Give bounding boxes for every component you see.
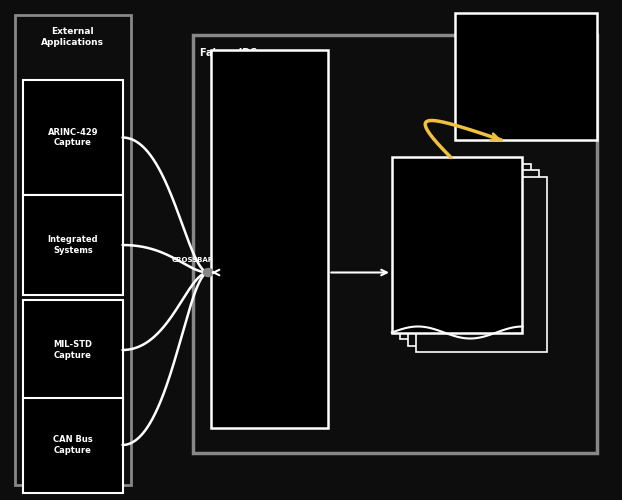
- Text: ARINC-429
Capture: ARINC-429 Capture: [47, 128, 98, 147]
- Text: Integrated
Systems: Integrated Systems: [47, 236, 98, 255]
- Text: Falcon IDS: Falcon IDS: [200, 48, 258, 58]
- Text: CAN Bus
Capture: CAN Bus Capture: [53, 436, 93, 454]
- Text: MIL-STD
Capture: MIL-STD Capture: [53, 340, 92, 359]
- Text: External
Applications: External Applications: [41, 28, 104, 47]
- Bar: [23, 195, 123, 295]
- Bar: [23, 300, 123, 400]
- Bar: [23, 398, 123, 492]
- Bar: [408, 170, 539, 346]
- Text: Data
Filters: Data Filters: [252, 228, 288, 250]
- Bar: [23, 80, 123, 195]
- Bar: [400, 164, 531, 339]
- Bar: [15, 15, 131, 485]
- Text: CROSSBAR: CROSSBAR: [172, 256, 214, 262]
- Bar: [392, 158, 522, 332]
- Bar: [211, 50, 328, 428]
- Circle shape: [203, 268, 213, 276]
- Text: Algorithms: Algorithms: [427, 240, 488, 250]
- Bar: [416, 177, 547, 352]
- Bar: [193, 35, 597, 452]
- Bar: [455, 12, 597, 140]
- Text: Alert
Detection: Alert Detection: [499, 66, 553, 87]
